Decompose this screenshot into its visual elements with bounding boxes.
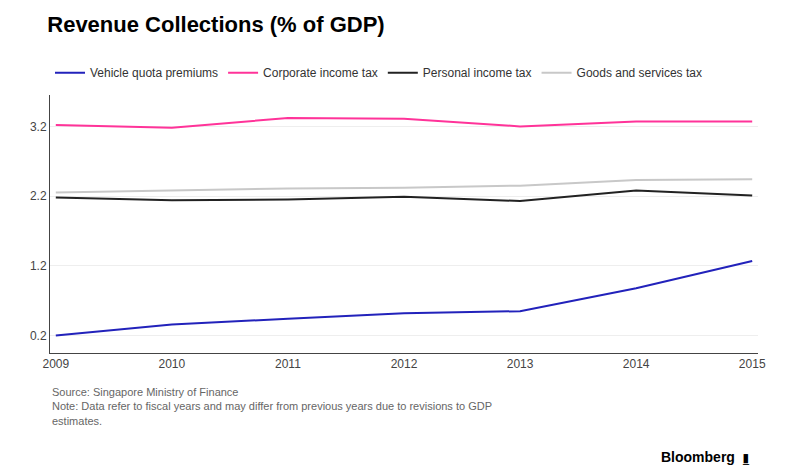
svg-text:2013: 2013 [507, 357, 534, 371]
svg-text:Source: Singapore Ministry of: Source: Singapore Ministry of FinanceNot… [52, 386, 492, 427]
svg-text:Bloomberg: Bloomberg [661, 449, 735, 465]
svg-text:1.2: 1.2 [30, 259, 47, 273]
svg-text:Revenue Collections (% of GDP): Revenue Collections (% of GDP) [47, 12, 384, 37]
svg-text:2015: 2015 [739, 357, 766, 371]
svg-text:2009: 2009 [42, 357, 69, 371]
svg-text:2011: 2011 [275, 357, 301, 371]
svg-text:2010: 2010 [159, 357, 186, 371]
svg-text:3.2: 3.2 [30, 120, 47, 134]
svg-text:2014: 2014 [623, 357, 650, 371]
svg-text:2.2: 2.2 [30, 189, 47, 203]
svg-text:▮̲: ▮̲ [742, 451, 750, 465]
svg-text:2012: 2012 [391, 357, 418, 371]
svg-text:Personal income tax: Personal income tax [423, 66, 532, 80]
svg-text:0.2: 0.2 [30, 329, 47, 343]
svg-text:Corporate income tax: Corporate income tax [263, 66, 378, 80]
svg-text:Vehicle quota premiums: Vehicle quota premiums [90, 66, 218, 80]
svg-text:Goods and services tax: Goods and services tax [577, 66, 702, 80]
